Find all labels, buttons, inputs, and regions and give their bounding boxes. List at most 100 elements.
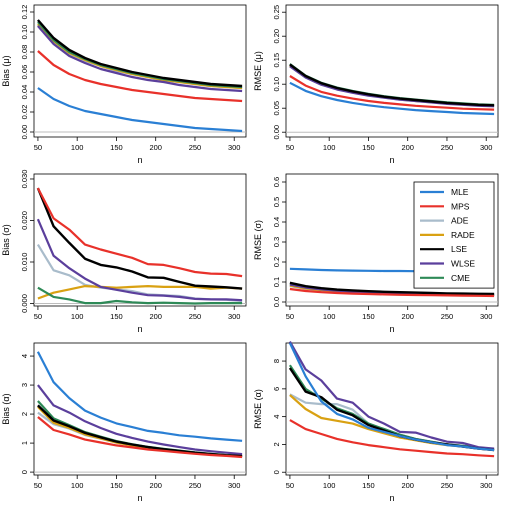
x-tick-label: 300 [480,481,493,490]
x-tick-label: 150 [110,312,123,321]
y-tick-label: 6 [272,387,281,391]
y-tick-label: 0.20 [272,29,281,44]
series-line-lse [36,19,243,88]
x-tick-label: 100 [71,481,84,490]
x-tick-label: 50 [34,143,42,152]
x-axis-label: n [137,493,142,503]
y-tick-label: 2 [272,442,281,446]
plot-frame [33,342,247,476]
series-line-mle [37,87,243,133]
legend-label-wlse: WLSE [451,259,475,269]
plot-frame [285,173,499,307]
series-line-wlse [37,384,243,456]
y-tick-label: 4 [272,415,281,419]
legend-label-mps: MPS [451,201,470,211]
y-tick-label: 0.4 [272,217,281,227]
x-tick-label: 200 [149,143,162,152]
x-tick-label: 300 [228,312,241,321]
series-line-mps [36,187,243,278]
y-tick-label: 3 [20,383,29,387]
x-tick-label: 300 [228,481,241,490]
y-tick-label: 0.04 [20,85,29,100]
panel-rmse: 50 100 150 200 250 300 0.0 0.1 0.2 0.3 0.4 0.5 0.6 n R… [253,173,499,334]
series-line-wlse [36,218,243,302]
x-tick-label: 150 [110,143,123,152]
y-tick-label: 0.3 [272,237,281,247]
x-axis-label: n [389,324,394,334]
x-tick-label: 300 [228,143,241,152]
y-axis-label: RMSE (σ) [253,220,263,260]
plot-frame [285,4,499,138]
x-tick-label: 250 [441,481,454,490]
x-tick-label: 300 [480,312,493,321]
series-line-mps [289,75,495,111]
series-line-mps [37,416,243,459]
series-line-lse [289,281,495,296]
y-tick-label: 0 [20,470,29,474]
plot-frame [285,342,499,476]
y-tick-label: 0.2 [272,257,281,267]
y-tick-label: 0 [272,470,281,474]
x-tick-label: 100 [323,143,336,152]
y-tick-label: 0.1 [272,277,281,287]
x-tick-label: 50 [34,481,42,490]
y-tick-label: 0.06 [20,65,29,80]
y-tick-label: 0.020 [20,211,29,230]
y-axis-label: RMSE (μ) [253,51,263,91]
x-tick-label: 250 [441,143,454,152]
series-line-mle [289,81,495,116]
series-line-mle [288,342,495,452]
y-tick-label: 0.25 [272,5,281,20]
legend-label-ade: ADE [451,216,469,226]
y-tick-label: 0.10 [20,25,29,40]
y-tick-label: 0.05 [272,101,281,116]
x-tick-label: 250 [189,481,202,490]
series-line-lse [289,63,495,107]
legend-label-rade: RADE [451,230,475,240]
x-tick-label: 50 [286,312,294,321]
series-line-mps [289,419,495,458]
y-tick-label: 0.5 [272,197,281,207]
y-axis-label: Bias (μ) [1,55,11,86]
x-tick-label: 300 [480,143,493,152]
y-tick-label: 0.010 [20,253,29,272]
x-tick-label: 250 [189,143,202,152]
panel-bias: 50 100 150 200 250 300 0 1 2 3 4 n Bias (α) [1,342,247,503]
series-line-rade [37,285,243,300]
x-tick-label: 150 [362,481,375,490]
series-line-mle [36,351,243,442]
x-tick-label: 200 [401,143,414,152]
series-line-lse [36,187,243,290]
legend-label-cme: CME [451,273,470,283]
x-axis-label: n [389,493,394,503]
plot-frame [33,4,247,138]
y-tick-label: 0.030 [20,170,29,189]
series-line-cme [37,286,243,305]
series-line-mps [289,287,495,298]
x-tick-label: 200 [401,312,414,321]
y-tick-label: 0.12 [20,5,29,20]
x-tick-label: 200 [149,481,162,490]
x-tick-label: 250 [441,312,454,321]
y-tick-label: 0.10 [272,77,281,92]
x-tick-label: 50 [286,143,294,152]
series-line-wlse [37,25,243,93]
y-tick-label: 8 [272,359,281,363]
y-axis-label: RMSE (α) [253,389,263,429]
plot-frame [33,173,247,307]
y-tick-label: 0.000 [20,294,29,313]
panel-bias: 50 100 150 200 250 300 0.000 0.010 0.020 0.030 n Bi… [1,170,247,334]
y-tick-label: 0.02 [20,105,29,120]
series-line-wlse [288,341,495,450]
y-tick-label: 0.00 [272,125,281,140]
x-tick-label: 50 [286,481,294,490]
x-tick-label: 100 [71,312,84,321]
legend-label-mle: MLE [451,187,469,197]
y-tick-label: 0.0 [272,297,281,307]
y-tick-label: 0.00 [20,125,29,140]
x-tick-label: 200 [149,312,162,321]
y-tick-label: 0.08 [20,45,29,60]
x-axis-label: n [137,324,142,334]
x-tick-label: 100 [323,481,336,490]
